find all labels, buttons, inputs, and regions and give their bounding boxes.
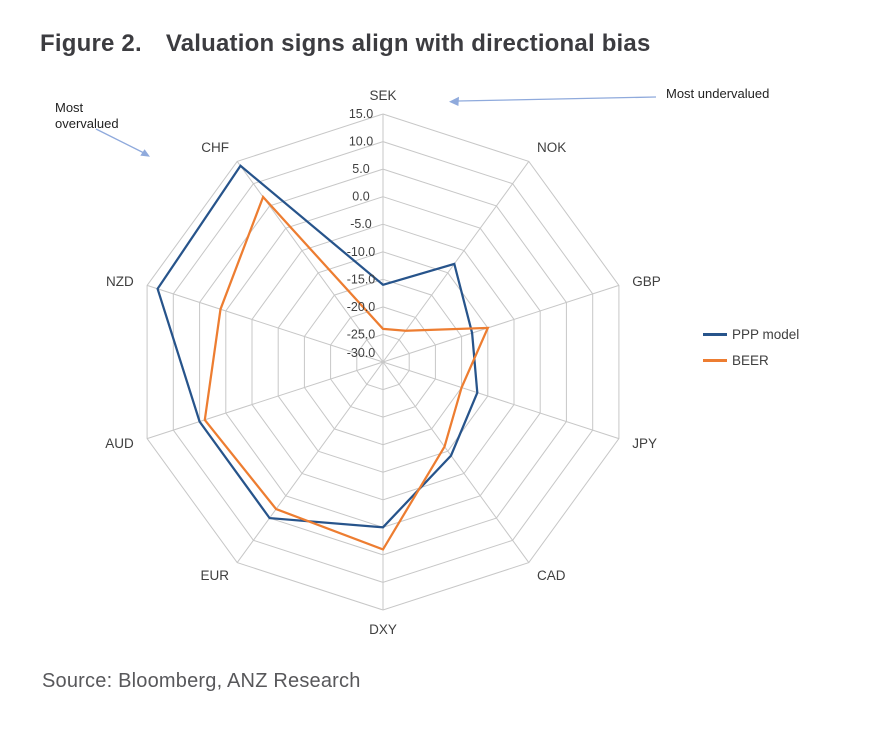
legend-swatch-ppp-model [703, 333, 727, 336]
source-note: Source: Bloomberg, ANZ Research [42, 670, 361, 692]
series-beer [203, 194, 490, 551]
axis-label-gbp: GBP [632, 274, 661, 289]
radial-tick-label: 10.0 [349, 135, 373, 149]
radial-tick-label: -10.0 [347, 245, 376, 259]
chart-legend: PPP model BEER [703, 327, 799, 379]
axis-label-dxy: DXY [369, 622, 397, 637]
grid-spoke [146, 361, 384, 440]
radial-tick-label: 0.0 [352, 190, 369, 204]
annotation-most-undervalued: Most undervalued [666, 86, 770, 101]
legend-swatch-beer [703, 359, 727, 362]
legend-label-beer: BEER [732, 353, 769, 368]
radial-tick-label: -20.0 [347, 300, 376, 314]
axis-label-eur: EUR [200, 568, 229, 583]
legend-item-ppp-model: PPP model [703, 327, 799, 342]
figure-title-text: Valuation signs align with directional b… [165, 30, 651, 57]
axis-label-sek: SEK [369, 88, 396, 103]
series-ppp-model [156, 164, 479, 529]
grid-spoke [236, 361, 384, 563]
axis-label-aud: AUD [105, 436, 134, 451]
legend-label-ppp-model: PPP model [732, 327, 800, 342]
axis-label-nzd: NZD [106, 274, 134, 289]
radial-tick-label: -25.0 [347, 327, 376, 341]
legend-item-beer: BEER [703, 353, 799, 368]
most-overvalued-arrow [95, 128, 150, 157]
radial-tick-label: 15.0 [349, 107, 373, 121]
most-undervalued-arrow [449, 96, 657, 106]
axis-label-chf: CHF [201, 140, 229, 155]
axis-label-nok: NOK [537, 140, 566, 155]
radial-tick-label: 5.0 [352, 162, 369, 176]
figure-number: Figure 2. [40, 30, 142, 57]
radial-tick-label: -30.0 [347, 346, 376, 360]
grid-spoke [382, 284, 620, 363]
axis-label-cad: CAD [537, 568, 566, 583]
grid-spoke [382, 161, 530, 363]
grid-spoke [146, 284, 384, 363]
grid-spoke [382, 361, 620, 440]
radial-tick-label: -15.0 [347, 272, 376, 286]
grid-spoke [382, 361, 530, 563]
axis-label-jpy: JPY [632, 436, 657, 451]
annotation-most-overvalued: Most overvalued [55, 100, 119, 132]
figure-title: Figure 2. Valuation signs align with dire… [40, 30, 651, 58]
grid-spoke [236, 161, 384, 363]
radial-tick-label: -5.0 [350, 217, 372, 231]
